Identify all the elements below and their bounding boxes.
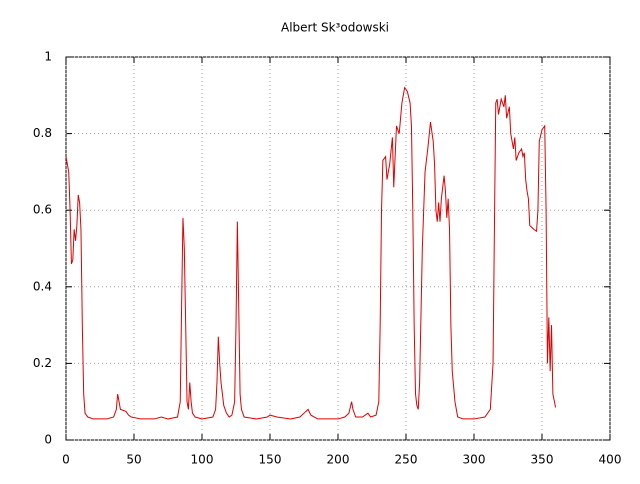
y-tick-label: 0.4: [33, 279, 52, 293]
x-tick-label: 0: [62, 453, 70, 467]
x-tick-label: 150: [259, 453, 282, 467]
y-tick-label: 1: [44, 50, 52, 64]
y-tick-label: 0.6: [33, 203, 52, 217]
x-tick-label: 100: [191, 453, 214, 467]
y-tick-label: 0.8: [33, 126, 52, 140]
y-tick-label: 0.2: [33, 356, 52, 370]
line: [65, 86, 557, 420]
chart-title: Albert Sk³odowski: [281, 21, 389, 35]
plot-frame: [65, 56, 611, 441]
x-tick-label: 250: [395, 453, 418, 467]
x-tick-label: 400: [599, 453, 622, 467]
x-tick-label: 300: [463, 453, 486, 467]
y-tick-label: 0: [44, 433, 52, 447]
x-tick-label: 200: [327, 453, 350, 467]
x-tick-label: 50: [126, 453, 141, 467]
x-tick-label: 350: [531, 453, 554, 467]
